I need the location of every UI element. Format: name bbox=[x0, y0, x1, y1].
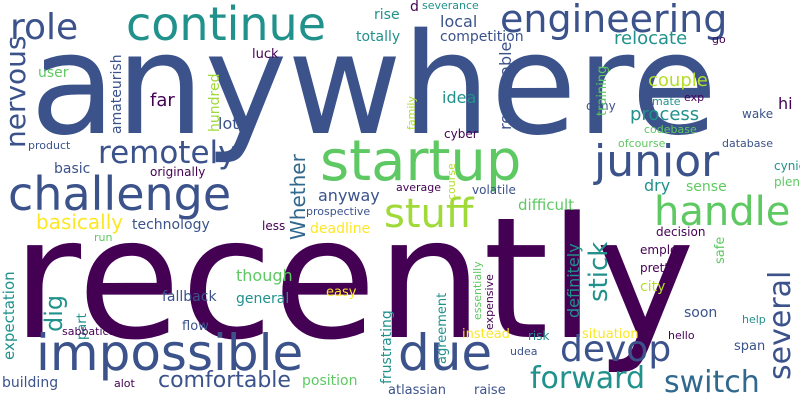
word: recently bbox=[12, 181, 695, 377]
word: cyber bbox=[444, 127, 478, 141]
word: situation bbox=[582, 327, 639, 342]
word: mate bbox=[652, 95, 681, 108]
word: forward bbox=[530, 361, 646, 396]
word: nervous bbox=[0, 35, 32, 148]
word: go bbox=[712, 33, 726, 46]
word: run bbox=[94, 231, 113, 244]
word: couple bbox=[648, 70, 708, 91]
word: decision bbox=[656, 225, 706, 239]
word: exp bbox=[684, 91, 705, 104]
word: safe bbox=[713, 236, 728, 264]
word: cynic bbox=[774, 159, 800, 173]
word: building bbox=[2, 375, 59, 391]
word: wake bbox=[742, 107, 774, 121]
word: essentially bbox=[471, 261, 484, 320]
word: flow bbox=[182, 319, 209, 334]
word: remotely bbox=[98, 135, 237, 171]
word: instead bbox=[462, 327, 510, 342]
word: competition bbox=[440, 29, 524, 45]
word: relocate bbox=[614, 28, 688, 49]
word: originally bbox=[150, 165, 206, 179]
word: training bbox=[595, 65, 610, 116]
word: raise bbox=[474, 383, 506, 398]
word: plenty bbox=[774, 175, 800, 189]
word: far bbox=[150, 90, 175, 111]
word: continue bbox=[126, 0, 327, 51]
word: average bbox=[396, 181, 442, 194]
word: soon bbox=[684, 305, 718, 321]
word: though bbox=[236, 266, 293, 285]
word: engineering bbox=[500, 0, 728, 41]
word: Whether bbox=[286, 154, 310, 240]
word: frustrating bbox=[379, 310, 395, 384]
word: hello bbox=[668, 329, 695, 342]
word: deadline bbox=[310, 221, 371, 237]
word: junior bbox=[594, 136, 720, 187]
word: local bbox=[440, 12, 478, 31]
word: pretty bbox=[640, 261, 677, 275]
word: atlassian bbox=[388, 383, 447, 398]
word: dry bbox=[644, 176, 671, 195]
word: impossible bbox=[36, 324, 304, 382]
word: anyway bbox=[318, 186, 380, 205]
word: lot bbox=[218, 114, 239, 133]
word: family bbox=[405, 96, 418, 130]
word: user bbox=[38, 65, 69, 81]
word: city bbox=[640, 279, 666, 295]
word: volatile bbox=[472, 183, 516, 197]
word: amateurish bbox=[109, 54, 125, 134]
word: fallback bbox=[162, 289, 217, 305]
word: sense bbox=[686, 179, 727, 195]
word: hundred bbox=[207, 73, 223, 132]
word: devop bbox=[560, 329, 672, 370]
word: product bbox=[28, 139, 71, 152]
word: handle bbox=[654, 189, 791, 235]
word: sabbatical bbox=[62, 325, 119, 338]
word: severance bbox=[422, 0, 479, 12]
word: position bbox=[302, 373, 358, 389]
word: luck bbox=[252, 47, 279, 62]
word: basic bbox=[54, 161, 91, 177]
word: course bbox=[445, 163, 458, 200]
word: totally bbox=[356, 29, 401, 45]
word: easy bbox=[326, 285, 357, 300]
word: switch bbox=[664, 365, 760, 400]
word: agreement bbox=[435, 292, 450, 364]
word: technology bbox=[132, 217, 210, 233]
word: role bbox=[10, 7, 79, 48]
word: reasonable bbox=[496, 41, 515, 130]
word: expectation bbox=[0, 271, 18, 360]
word: stuff bbox=[384, 191, 474, 237]
word: help bbox=[742, 313, 766, 326]
word: idea bbox=[442, 88, 477, 107]
word: startup bbox=[320, 129, 522, 194]
word: risk bbox=[528, 329, 550, 343]
word: anywhere bbox=[30, 4, 718, 167]
word: due bbox=[398, 324, 493, 382]
word: several bbox=[763, 270, 798, 380]
word: less bbox=[262, 219, 286, 233]
word: process bbox=[630, 104, 700, 125]
word: rise bbox=[374, 7, 400, 23]
word: employ bbox=[640, 243, 685, 257]
word: alot bbox=[114, 377, 135, 390]
word: deny bbox=[586, 99, 616, 113]
word: udea bbox=[510, 345, 538, 358]
word: stick bbox=[584, 241, 614, 302]
word: database bbox=[722, 137, 773, 150]
word: d bbox=[410, 0, 419, 15]
word: basically bbox=[36, 210, 124, 234]
word: difficult bbox=[518, 196, 574, 214]
word: ofcourse bbox=[618, 137, 666, 150]
word: definitely bbox=[564, 243, 583, 318]
word: challenge bbox=[8, 167, 232, 221]
word: general bbox=[236, 291, 290, 307]
word: hi bbox=[778, 94, 793, 113]
word: codebase bbox=[644, 123, 697, 136]
word: expensive bbox=[483, 274, 496, 330]
word: prospective bbox=[306, 205, 371, 218]
word: span bbox=[734, 339, 766, 354]
word: comfortable bbox=[158, 368, 291, 393]
